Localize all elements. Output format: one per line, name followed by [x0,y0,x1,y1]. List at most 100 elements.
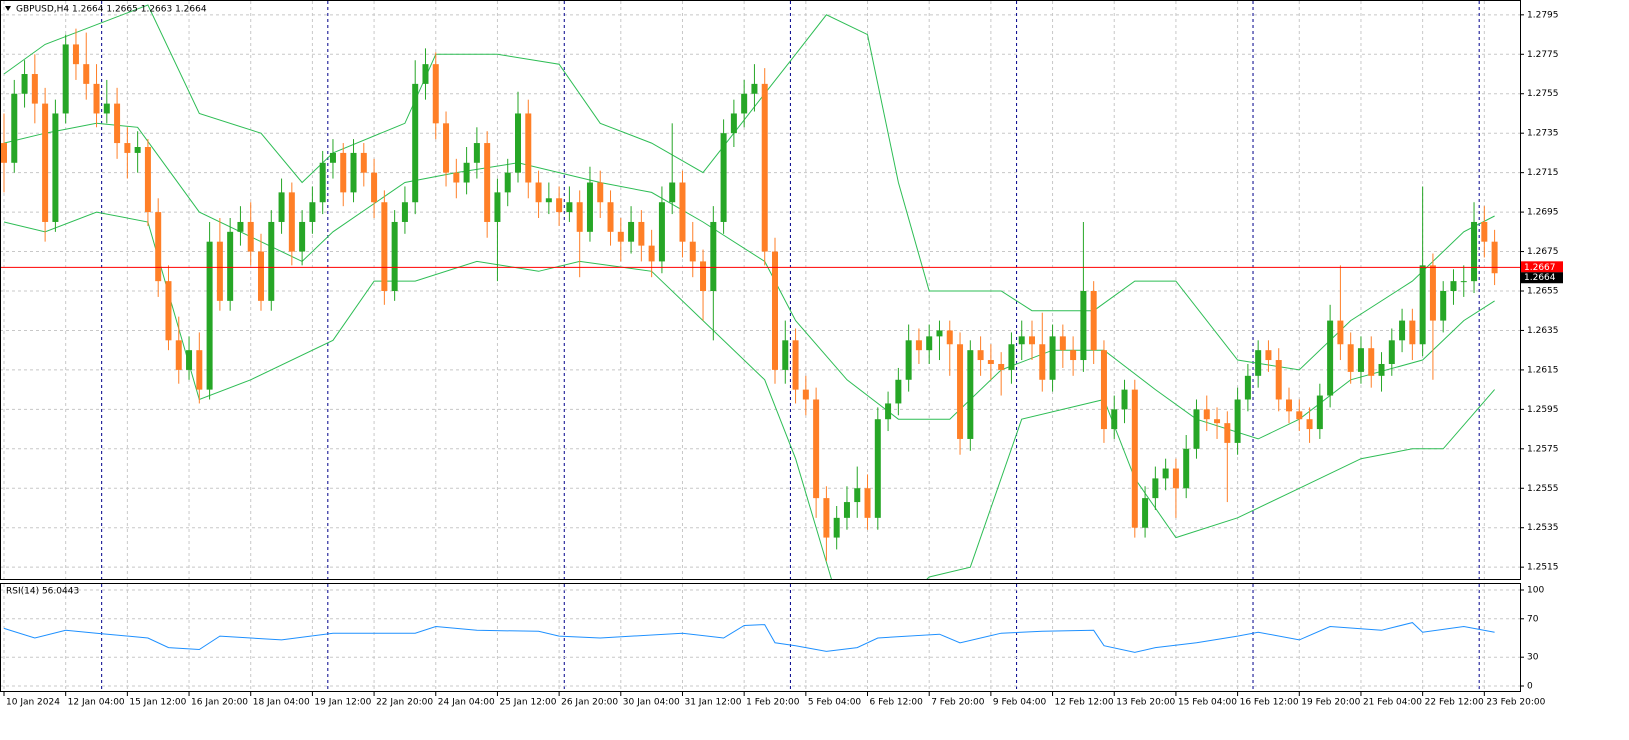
candle-body [401,202,408,222]
candle-body [843,502,850,518]
y-tick-label: 1.2615 [1527,365,1559,375]
candle-body [11,93,18,163]
candle-body [42,103,49,222]
candle-body [689,241,696,262]
candle-body [391,221,398,291]
candle-body [504,172,511,193]
candle-body [268,221,275,301]
candle-body [175,340,182,370]
x-tick-label: 16 Jan 20:00 [191,698,248,708]
candle-body [1224,423,1231,443]
candle-body [926,336,933,351]
candle-body [299,221,306,252]
candle-body [1029,336,1035,345]
candle-body [329,152,336,163]
candle-body [1368,348,1375,376]
candle-body [658,202,665,262]
candle-body [309,202,316,222]
x-tick-label: 21 Feb 04:00 [1363,698,1422,708]
x-tick-label: 13 Feb 20:00 [1116,698,1175,708]
candle-body [1111,409,1118,430]
rsi-line [3,622,1495,653]
candle-body [1347,344,1354,372]
candle-body [124,143,131,153]
candle-body [1070,350,1077,361]
candle-body [278,192,285,222]
candle-body [864,488,871,518]
rsi-title: RSI(14) 56.0443 [6,587,79,597]
candle-body [237,221,244,232]
candle-body [1172,468,1179,489]
candle-body [638,221,645,246]
candle-body [1214,419,1221,424]
candle-body [813,399,820,499]
y-tick-label: 1.2795 [1527,10,1559,20]
ask-label-box [1521,261,1563,273]
candle-body [52,113,59,222]
candle-body [1286,399,1292,412]
candle-body [1491,241,1498,274]
candle-body [1471,221,1478,282]
candle-body [556,198,563,213]
candle-body [144,147,151,213]
candle-body [206,241,213,390]
menu-icon[interactable] [5,6,11,11]
candle-body [484,143,491,222]
candle-body [381,202,388,291]
candle-body [586,182,593,232]
axes: 1.2795 1.2775 1.2755 1.2735 1.2715 1.2695 1.26… [3,10,1563,708]
candle-body [741,93,748,114]
candle-body [1429,265,1436,321]
y-tick-label: 0 [1527,682,1533,692]
x-tick-label: 10 Jan 2024 [6,698,60,708]
y-tick-label: 70 [1527,614,1539,624]
y-tick-label: 1.2675 [1527,247,1559,257]
x-tick-label: 15 Jan 12:00 [129,698,186,708]
bollinger-band [3,4,1495,371]
candle-body [216,241,223,301]
candle-body [1296,411,1303,420]
candle-body [1419,265,1426,345]
candle-body [114,103,121,144]
candle-body [155,212,162,282]
candle-body [1378,363,1385,376]
candle-body [1008,344,1015,370]
candle-body [1018,336,1025,345]
x-tick-label: 26 Jan 20:00 [561,698,618,708]
x-tick-label: 31 Jan 12:00 [684,698,741,708]
candle-body [1162,468,1169,479]
candle-body [751,83,758,94]
candle-body [761,83,768,252]
x-tick-label: 9 Feb 04:00 [993,698,1047,708]
x-tick-label: 16 Feb 12:00 [1240,698,1299,708]
candle-body [895,379,902,404]
candle-body [1183,448,1190,489]
candle-body [967,350,974,439]
x-tick-label: 22 Jan 20:00 [376,698,433,708]
y-tick-label: 1.2715 [1527,168,1559,178]
y-tick-label: 1.2735 [1527,129,1559,139]
x-tick-label: 12 Jan 04:00 [68,698,125,708]
x-tick-label: 5 Feb 04:00 [808,698,862,708]
candle-body [648,245,655,262]
candle-body [360,152,367,173]
candle-body [21,74,28,94]
x-tick-label: 19 Jan 12:00 [314,698,371,708]
x-tick-label: 23 Feb 20:00 [1486,698,1545,708]
candle-body [1049,336,1056,380]
candle-body [1388,340,1395,364]
candle-body [443,123,450,173]
candle-body [545,198,552,203]
x-tick-label: 15 Feb 04:00 [1178,698,1237,708]
bid-label-box [1521,272,1563,284]
candle-body [576,202,583,232]
candle-body [422,64,429,84]
candle-body [607,202,614,232]
candle-body [1275,360,1282,400]
candle-body [494,192,501,222]
candle-body [535,182,542,203]
candle-body [1316,395,1323,430]
y-tick-label: 1.2595 [1527,405,1559,415]
candle-body [103,103,110,114]
rsi-panel [0,583,1521,692]
